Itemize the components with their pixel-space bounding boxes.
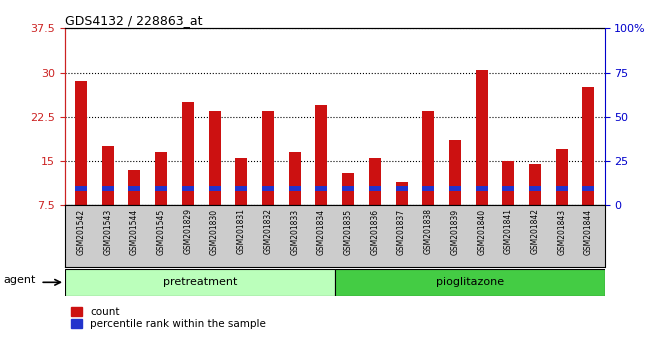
Text: GSM201544: GSM201544	[130, 209, 139, 255]
Text: GSM201834: GSM201834	[317, 209, 326, 255]
Text: GSM201543: GSM201543	[103, 209, 112, 255]
Text: GSM201542: GSM201542	[77, 209, 86, 255]
Text: GSM201842: GSM201842	[530, 209, 540, 255]
Bar	[235, 158, 247, 205]
Bar	[422, 186, 434, 190]
Text: GSM201545: GSM201545	[157, 209, 166, 255]
Text: GSM201843: GSM201843	[557, 209, 566, 255]
Bar	[129, 186, 140, 190]
Legend: count, percentile rank within the sample: count, percentile rank within the sample	[70, 306, 267, 330]
Text: pretreatment: pretreatment	[162, 277, 237, 287]
Bar	[101, 186, 114, 190]
Bar	[556, 186, 568, 190]
Text: GSM201841: GSM201841	[504, 209, 513, 255]
Bar	[342, 173, 354, 205]
Bar	[529, 164, 541, 205]
Bar	[289, 152, 301, 205]
Bar	[582, 186, 595, 190]
Bar	[502, 186, 514, 190]
Bar	[101, 146, 114, 205]
Bar	[129, 170, 140, 205]
Text: pioglitazone: pioglitazone	[436, 277, 504, 287]
Text: GSM201838: GSM201838	[424, 209, 433, 255]
Text: GSM201839: GSM201839	[450, 209, 460, 255]
Text: GSM201832: GSM201832	[263, 209, 272, 255]
Bar	[235, 186, 247, 190]
Bar	[315, 105, 328, 205]
Bar	[335, 269, 604, 296]
Bar	[182, 102, 194, 205]
Bar	[502, 161, 514, 205]
Text: GDS4132 / 228863_at: GDS4132 / 228863_at	[65, 14, 203, 27]
Bar	[395, 186, 408, 190]
Bar	[75, 81, 87, 205]
Text: GSM201840: GSM201840	[477, 209, 486, 255]
Bar	[209, 111, 220, 205]
Bar	[155, 186, 167, 190]
Bar	[65, 269, 335, 296]
Bar	[476, 186, 488, 190]
Bar	[476, 70, 488, 205]
Bar	[369, 158, 381, 205]
Bar	[449, 141, 461, 205]
Bar	[262, 111, 274, 205]
Text: GSM201831: GSM201831	[237, 209, 246, 255]
Bar	[182, 186, 194, 190]
Bar	[582, 87, 595, 205]
Bar	[289, 186, 301, 190]
Bar	[75, 186, 87, 190]
Bar	[422, 111, 434, 205]
Bar	[529, 186, 541, 190]
Bar	[369, 186, 381, 190]
Text: GSM201836: GSM201836	[370, 209, 380, 255]
Bar	[342, 186, 354, 190]
Text: GSM201833: GSM201833	[290, 209, 299, 255]
Text: GSM201830: GSM201830	[210, 209, 219, 255]
Text: GSM201835: GSM201835	[344, 209, 352, 255]
Bar	[315, 186, 328, 190]
Bar	[395, 182, 408, 205]
Bar	[556, 149, 568, 205]
Text: GSM201837: GSM201837	[397, 209, 406, 255]
Bar	[155, 152, 167, 205]
Text: GSM201844: GSM201844	[584, 209, 593, 255]
Text: GSM201829: GSM201829	[183, 209, 192, 255]
Bar	[262, 186, 274, 190]
Bar	[449, 186, 461, 190]
Bar	[209, 186, 220, 190]
Text: agent: agent	[3, 275, 36, 285]
